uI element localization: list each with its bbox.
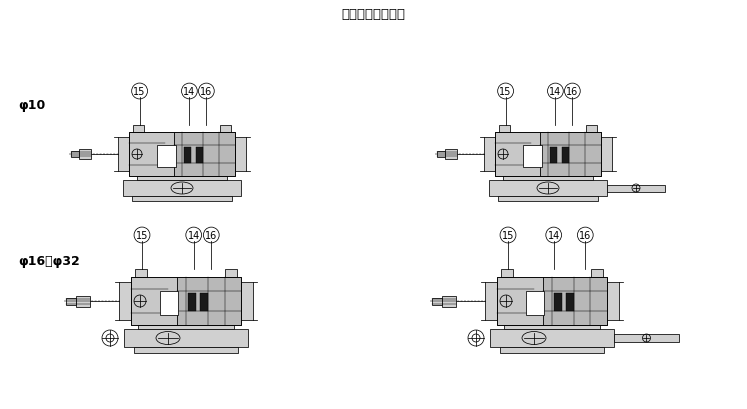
Polygon shape xyxy=(135,270,147,277)
Polygon shape xyxy=(497,277,543,325)
Polygon shape xyxy=(523,146,542,168)
Polygon shape xyxy=(71,152,79,157)
Polygon shape xyxy=(550,147,557,164)
Polygon shape xyxy=(157,146,176,168)
Polygon shape xyxy=(554,293,562,311)
Text: 15: 15 xyxy=(136,230,148,240)
Text: 15: 15 xyxy=(502,230,514,240)
Polygon shape xyxy=(562,147,568,164)
Polygon shape xyxy=(133,126,144,133)
Polygon shape xyxy=(177,277,241,325)
Polygon shape xyxy=(586,126,597,133)
Polygon shape xyxy=(66,298,76,305)
Polygon shape xyxy=(607,282,619,320)
Polygon shape xyxy=(601,138,612,172)
Polygon shape xyxy=(500,347,604,353)
Polygon shape xyxy=(543,277,607,325)
Polygon shape xyxy=(495,133,539,177)
Polygon shape xyxy=(539,133,601,177)
Polygon shape xyxy=(200,293,208,311)
Polygon shape xyxy=(119,282,131,320)
Polygon shape xyxy=(504,325,600,329)
Polygon shape xyxy=(614,334,679,342)
Polygon shape xyxy=(498,196,598,202)
Polygon shape xyxy=(137,177,227,180)
Text: 14: 14 xyxy=(548,230,560,240)
Polygon shape xyxy=(124,329,248,347)
Polygon shape xyxy=(76,296,90,307)
Polygon shape xyxy=(490,329,614,347)
Polygon shape xyxy=(484,138,495,172)
Text: 14: 14 xyxy=(549,87,562,97)
Text: φ10: φ10 xyxy=(18,98,46,111)
Text: 15: 15 xyxy=(134,87,146,97)
Polygon shape xyxy=(131,277,177,325)
Polygon shape xyxy=(79,150,91,160)
Polygon shape xyxy=(442,296,456,307)
Text: φ16～φ32: φ16～φ32 xyxy=(18,255,80,268)
Polygon shape xyxy=(501,270,513,277)
Polygon shape xyxy=(503,177,593,180)
Polygon shape xyxy=(485,282,497,320)
Text: 14: 14 xyxy=(187,230,200,240)
Polygon shape xyxy=(123,180,241,196)
Polygon shape xyxy=(489,180,607,196)
Text: オートスイッチ付: オートスイッチ付 xyxy=(341,9,405,21)
Polygon shape xyxy=(526,291,545,315)
Polygon shape xyxy=(196,147,202,164)
Polygon shape xyxy=(138,325,234,329)
Polygon shape xyxy=(118,138,129,172)
Text: 16: 16 xyxy=(205,230,217,240)
Text: 16: 16 xyxy=(579,230,592,240)
Polygon shape xyxy=(591,270,603,277)
Polygon shape xyxy=(432,298,442,305)
Polygon shape xyxy=(129,133,173,177)
Polygon shape xyxy=(188,293,196,311)
Polygon shape xyxy=(445,150,457,160)
Polygon shape xyxy=(499,126,510,133)
Polygon shape xyxy=(160,291,179,315)
Polygon shape xyxy=(607,185,665,192)
Text: 15: 15 xyxy=(500,87,512,97)
Polygon shape xyxy=(566,293,574,311)
Polygon shape xyxy=(225,270,237,277)
Polygon shape xyxy=(437,152,445,157)
Polygon shape xyxy=(220,126,231,133)
Polygon shape xyxy=(173,133,235,177)
Text: 16: 16 xyxy=(200,87,212,97)
Polygon shape xyxy=(241,282,253,320)
Text: 16: 16 xyxy=(566,87,578,97)
Text: 14: 14 xyxy=(183,87,196,97)
Polygon shape xyxy=(132,196,232,202)
Polygon shape xyxy=(235,138,246,172)
Polygon shape xyxy=(184,147,191,164)
Polygon shape xyxy=(134,347,238,353)
